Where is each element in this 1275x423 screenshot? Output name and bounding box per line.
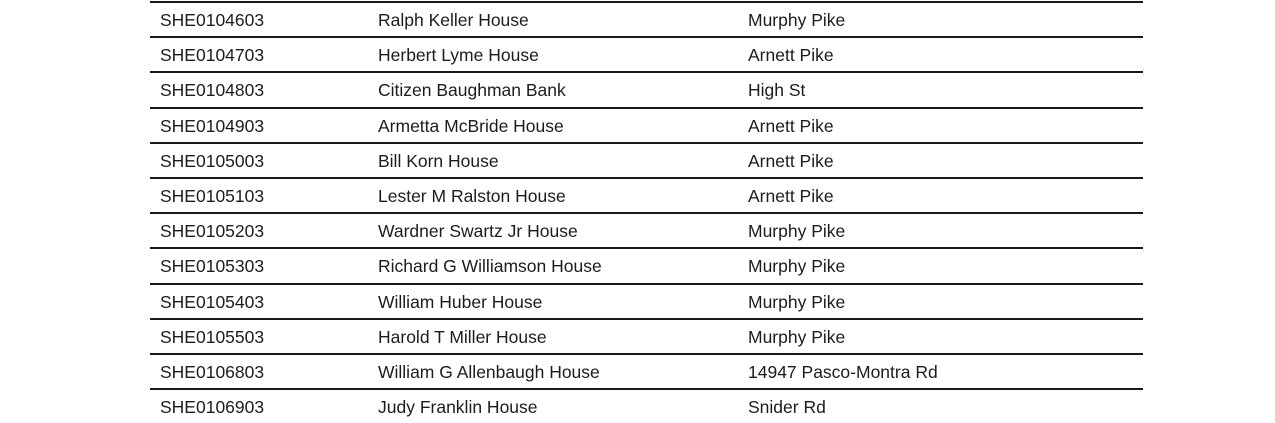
road-cell: Murphy Pike bbox=[748, 256, 846, 277]
road-cell: Arnett Pike bbox=[748, 45, 834, 66]
property-name-cell: William Huber House bbox=[378, 291, 543, 312]
property-name-cell: Ralph Keller House bbox=[378, 10, 529, 30]
site-id-cell: SHE0104603 bbox=[160, 10, 265, 30]
table-row: SHE0105103 Lester M Ralston House Arnett P… bbox=[150, 176, 1143, 212]
road-cell: Arnett Pike bbox=[748, 185, 834, 206]
table-row: SHE0105203 Wardner Swartz Jr House Murphy … bbox=[150, 212, 1143, 247]
site-id-cell: SHE0105003 bbox=[160, 150, 265, 171]
table-row: SHE0106803 William G Allenbaugh House 1494… bbox=[150, 352, 1143, 388]
property-name-cell: Bill Korn House bbox=[378, 150, 499, 171]
property-name-cell: Richard G Williamson House bbox=[378, 256, 602, 277]
table-row: SHE0105403 William Huber House Murphy Pike bbox=[150, 282, 1143, 318]
site-id-cell: SHE0104803 bbox=[160, 80, 265, 101]
site-id-cell: SHE0105403 bbox=[160, 291, 265, 312]
property-name-cell: Lester M Ralston House bbox=[378, 185, 566, 206]
site-id-cell: SHE0106903 bbox=[160, 397, 265, 418]
site-id-cell: SHE0105103 bbox=[160, 185, 265, 206]
road-cell: Murphy Pike bbox=[748, 10, 846, 30]
property-name-cell: Harold T Miller House bbox=[378, 326, 547, 347]
table-row: SHE0104703 Herbert Lyme House Arnett Pike bbox=[150, 36, 1143, 71]
property-table: SHE0104603 Ralph Keller House Murphy Pike S… bbox=[150, 1, 1143, 423]
property-name-cell: William G Allenbaugh House bbox=[378, 361, 600, 382]
table-row: SHE0105303 Richard G Williamson House Murp… bbox=[150, 247, 1143, 282]
road-cell: Arnett Pike bbox=[748, 150, 834, 171]
table-row: SHE0104903 Armetta McBride House Arnett Pi… bbox=[150, 106, 1143, 142]
property-name-cell: Herbert Lyme House bbox=[378, 45, 539, 66]
road-cell: Murphy Pike bbox=[748, 291, 846, 312]
property-name-cell: Citizen Baughman Bank bbox=[378, 80, 566, 101]
property-name-cell: Judy Franklin House bbox=[378, 397, 538, 418]
road-cell: 14947 Pasco-Montra Rd bbox=[748, 361, 938, 382]
road-cell: Snider Rd bbox=[748, 397, 826, 418]
table-row: SHE0104603 Ralph Keller House Murphy Pike bbox=[150, 1, 1143, 36]
road-cell: Murphy Pike bbox=[748, 326, 846, 347]
property-name-cell: Armetta McBride House bbox=[378, 115, 564, 136]
road-cell: High St bbox=[748, 80, 806, 101]
table-row: SHE0104803 Citizen Baughman Bank High St bbox=[150, 71, 1143, 106]
table-row: SHE0105003 Bill Korn House Arnett Pike bbox=[150, 141, 1143, 177]
table-row: SHE0106903 Judy Franklin House Snider Rd bbox=[150, 388, 1143, 423]
site-id-cell: SHE0105203 bbox=[160, 221, 265, 242]
road-cell: Murphy Pike bbox=[748, 221, 846, 242]
road-cell: Arnett Pike bbox=[748, 115, 834, 136]
site-id-cell: SHE0106803 bbox=[160, 361, 265, 382]
site-id-cell: SHE0105503 bbox=[160, 326, 265, 347]
site-id-cell: SHE0105303 bbox=[160, 256, 265, 277]
site-id-cell: SHE0104703 bbox=[160, 45, 265, 66]
table-row: SHE0105503 Harold T Miller House Murphy Pi… bbox=[150, 317, 1143, 353]
property-name-cell: Wardner Swartz Jr House bbox=[378, 221, 578, 242]
site-id-cell: SHE0104903 bbox=[160, 115, 265, 136]
